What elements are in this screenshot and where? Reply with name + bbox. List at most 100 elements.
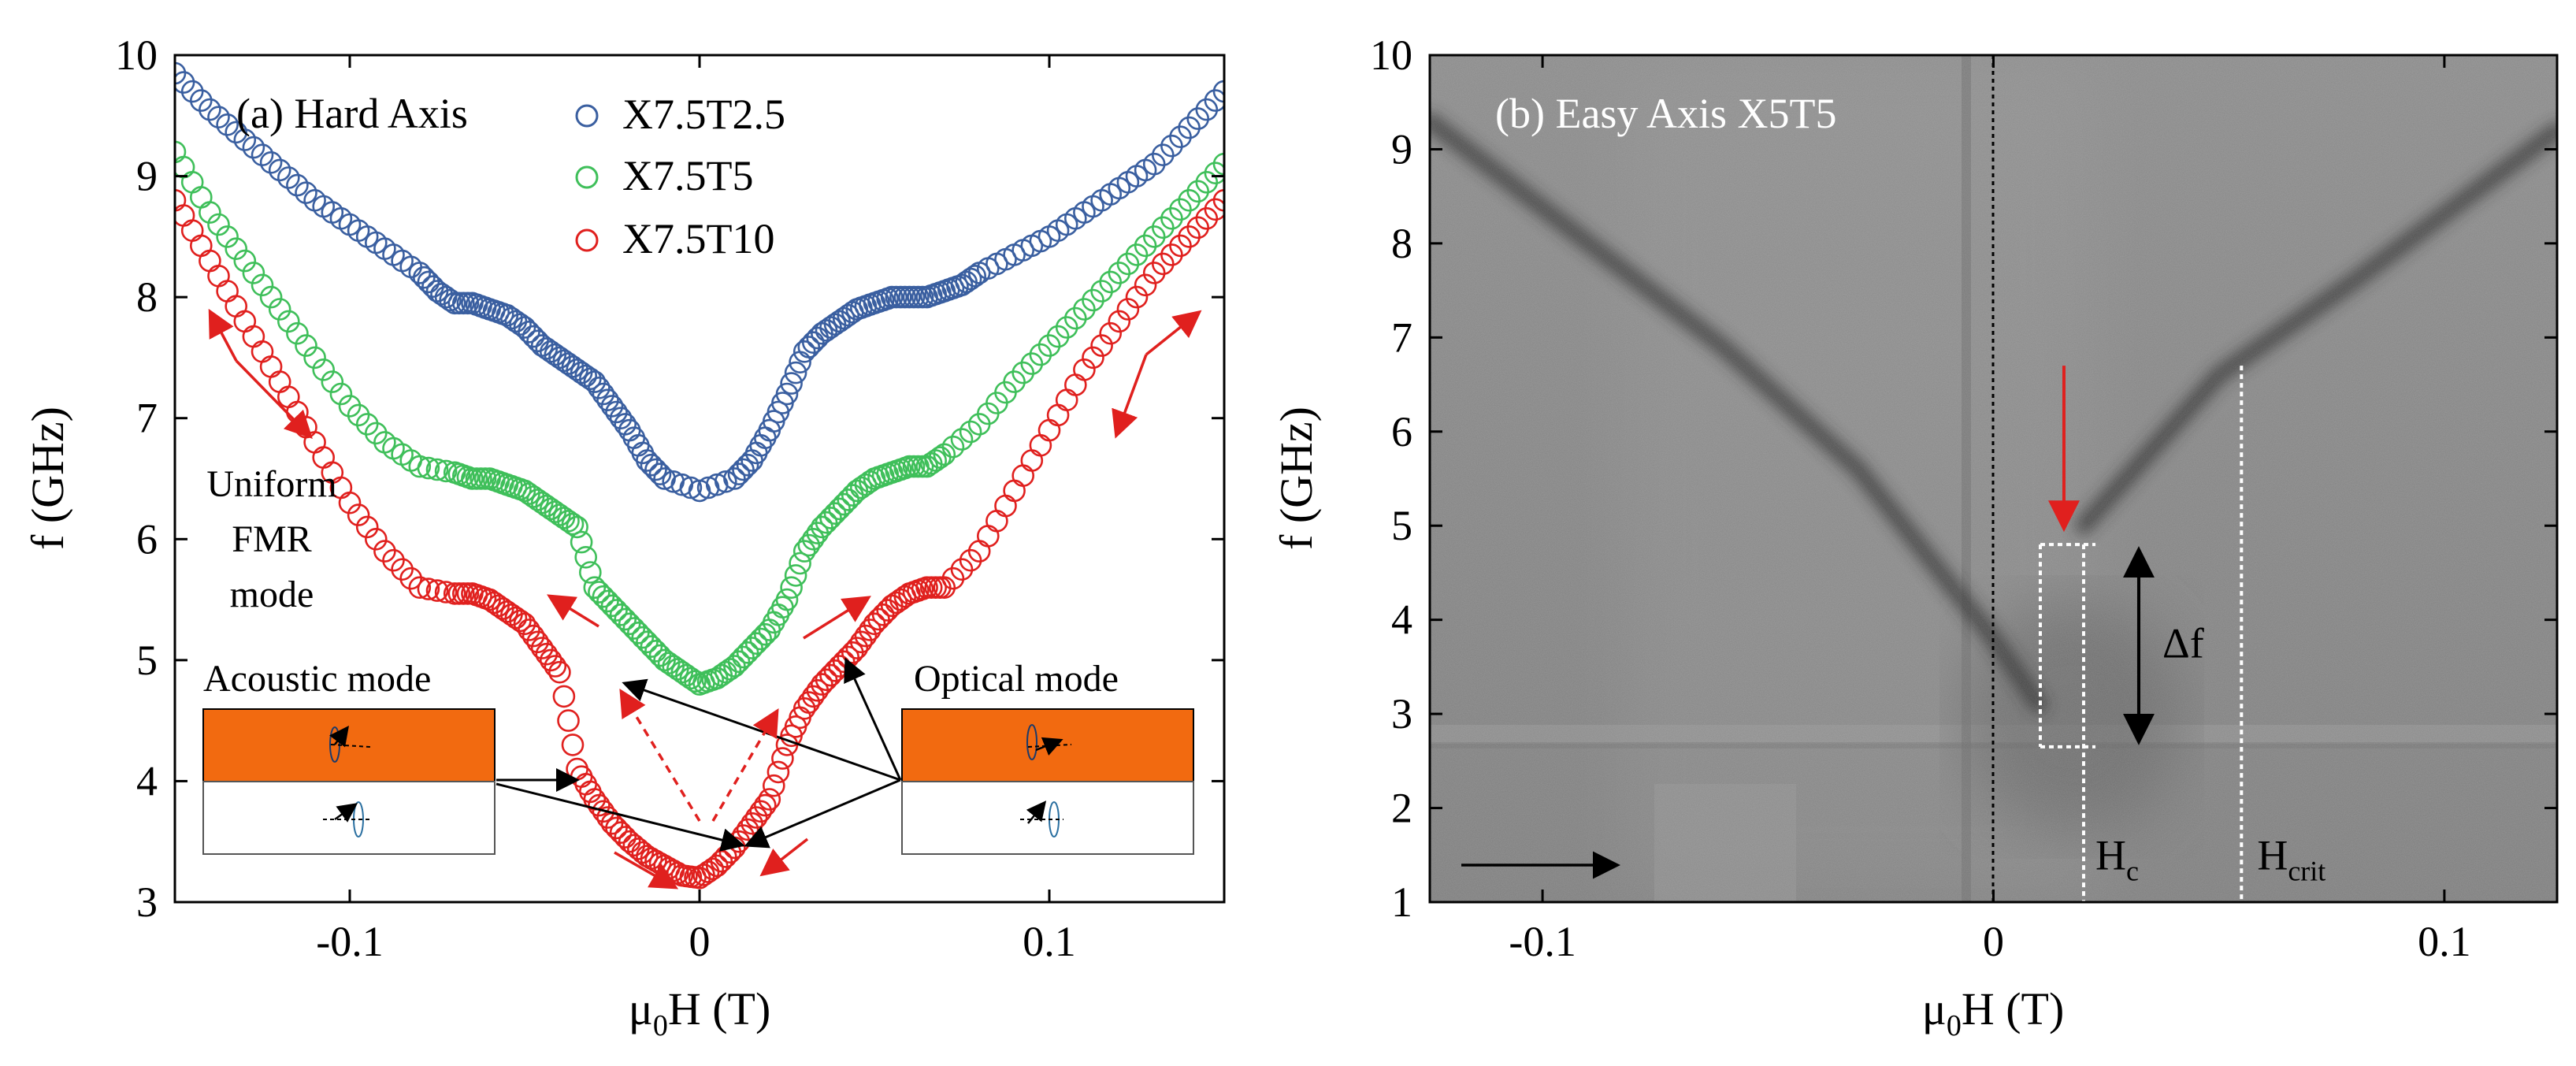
data-point: [775, 588, 799, 611]
data-point: [518, 618, 540, 641]
data-point: [950, 428, 974, 451]
data-point: [644, 458, 667, 481]
data-point: [753, 622, 777, 646]
legend-marker-x75t25: [575, 104, 599, 128]
data-point: [408, 262, 432, 284]
data-point: [727, 650, 751, 674]
data-point: [771, 747, 794, 770]
data-point: [732, 458, 755, 481]
data-point: [509, 313, 532, 336]
y-tick-label: 4: [1391, 596, 1412, 644]
data-point: [566, 757, 588, 781]
data-point: [1160, 206, 1183, 230]
data-point: [771, 596, 794, 619]
data-point: [180, 219, 204, 243]
panel-a: -0.1 0 0.1 3 4 5 6 7 8 9 10 (a) Hard Axis X7.5T2.5…: [22, 32, 1226, 1042]
data-point: [408, 576, 432, 600]
data-point: [1082, 288, 1104, 312]
y-tick-label: 8: [136, 273, 158, 321]
data-point: [600, 395, 624, 418]
data-point: [583, 370, 607, 393]
data-point: [225, 237, 248, 261]
data-point: [1037, 334, 1061, 357]
data-point: [259, 151, 283, 174]
data-point: [806, 326, 830, 350]
data-point: [1020, 449, 1044, 472]
data-point: [592, 800, 615, 823]
hc-label: Hc: [2095, 831, 2139, 886]
data-point: [277, 166, 300, 189]
data-point: [749, 800, 773, 823]
data-point: [526, 630, 549, 654]
data-point: [732, 645, 755, 669]
data-point: [574, 772, 598, 796]
data-point: [364, 422, 388, 445]
data-point: [417, 578, 440, 600]
y-tick-label: 10: [1370, 32, 1412, 79]
x-tick-label: -0.1: [1509, 918, 1576, 965]
optical-inset: [901, 708, 1194, 855]
data-point: [277, 385, 300, 409]
data-point: [180, 80, 204, 103]
data-point: [614, 607, 637, 631]
data-point: [207, 106, 230, 128]
data-point: [382, 548, 405, 572]
y-tick-label: 9: [1391, 125, 1412, 173]
data-point: [1152, 216, 1175, 240]
data-point: [780, 576, 803, 600]
data-point: [1055, 316, 1078, 339]
data-point: [605, 599, 628, 622]
panel-b-ylabel: f (GHz): [1271, 407, 1322, 550]
data-point: [792, 696, 816, 720]
data-point: [329, 382, 353, 406]
data-point: [1134, 234, 1157, 258]
data-point: [636, 630, 659, 654]
data-point: [303, 346, 326, 370]
data-point: [780, 372, 803, 395]
data-point: [977, 525, 1000, 548]
panel-b-ticks: -0.1 0 0.1 1 2 3 4 5 6 7 8 9 10: [1370, 32, 2557, 965]
data-point: [744, 632, 768, 656]
data-point: [1011, 464, 1034, 488]
y-tick-label: 3: [1391, 690, 1412, 737]
y-tick-label: 5: [136, 637, 158, 684]
data-point: [513, 612, 536, 636]
data-point: [753, 793, 777, 817]
data-point: [216, 113, 239, 136]
data-point: [811, 673, 833, 696]
data-point: [425, 579, 449, 602]
data-point: [408, 455, 432, 478]
data-point: [850, 630, 873, 654]
legend-label-x75t5: X7.5T5: [622, 152, 753, 199]
data-point: [1204, 89, 1224, 112]
legend-marker-x75t10: [575, 228, 599, 252]
data-point: [1152, 143, 1175, 166]
data-point: [636, 449, 659, 472]
data-point: [1195, 98, 1219, 121]
data-point: [417, 456, 440, 480]
data-point: [588, 376, 611, 399]
data-point: [522, 624, 545, 648]
data-point: [802, 527, 825, 551]
data-point: [775, 382, 799, 406]
data-point: [1116, 252, 1140, 276]
data-point: [1169, 234, 1192, 258]
uniform-label-2: FMR: [232, 518, 311, 560]
y-tick-label: 3: [136, 878, 158, 926]
delta-f-label: Δf: [2162, 620, 2204, 667]
data-point: [199, 249, 221, 273]
data-point: [933, 443, 956, 466]
y-tick-label: 7: [136, 395, 158, 442]
data-point: [434, 581, 458, 604]
data-point: [583, 576, 607, 600]
data-point: [871, 603, 895, 626]
data-point: [701, 857, 725, 881]
data-point: [1099, 270, 1122, 294]
data-point: [985, 509, 1008, 533]
data-point: [648, 462, 672, 486]
data-point: [1029, 433, 1052, 457]
data-point: [199, 98, 221, 121]
data-point: [784, 564, 807, 587]
data-point: [596, 388, 619, 412]
data-point: [286, 321, 309, 345]
